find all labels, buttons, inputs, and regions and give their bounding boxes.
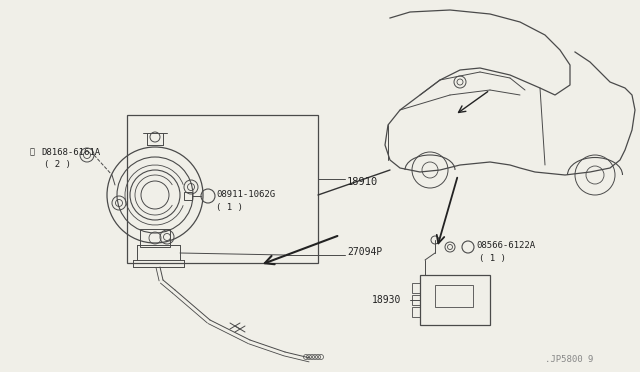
Text: ( 1 ): ( 1 ) xyxy=(479,253,506,263)
Text: ( 1 ): ( 1 ) xyxy=(216,202,243,212)
Text: D8168-6161A: D8168-6161A xyxy=(41,148,100,157)
Text: Ⓢ: Ⓢ xyxy=(30,148,35,157)
Bar xyxy=(412,295,420,305)
Bar xyxy=(127,115,318,263)
Text: 08566-6122A: 08566-6122A xyxy=(476,241,535,250)
Text: 18910: 18910 xyxy=(347,177,378,187)
Text: 18930: 18930 xyxy=(372,295,401,305)
Bar xyxy=(420,275,490,325)
Bar xyxy=(184,192,192,200)
Bar xyxy=(140,229,170,247)
Text: .JP5800 9: .JP5800 9 xyxy=(545,356,593,365)
Text: 08911-1062G: 08911-1062G xyxy=(216,189,275,199)
Bar xyxy=(412,283,420,293)
Bar xyxy=(435,285,473,307)
Bar xyxy=(412,307,420,317)
Text: 27094P: 27094P xyxy=(347,247,382,257)
Text: ( 2 ): ( 2 ) xyxy=(44,160,71,169)
